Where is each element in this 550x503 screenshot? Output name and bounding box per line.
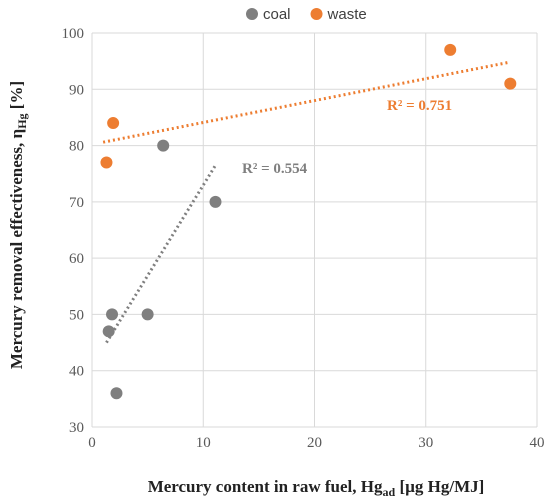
y-tick-label: 50 [69, 307, 84, 323]
coal-point [110, 387, 123, 400]
x-tick-label: 10 [196, 435, 211, 451]
coal-point [157, 139, 170, 152]
y-tick-label: 90 [69, 82, 84, 98]
coal-point [106, 308, 119, 321]
y-tick-label: 60 [69, 251, 84, 267]
waste-trendline [102, 60, 510, 144]
legend-label-waste: waste [327, 6, 367, 23]
legend: coal waste [246, 6, 367, 23]
waste-point [444, 43, 457, 56]
waste-point [107, 117, 120, 130]
coal-point [209, 195, 222, 208]
y-tick-label: 100 [62, 26, 85, 42]
trendlines [102, 60, 510, 344]
x-tick-label: 40 [530, 435, 545, 451]
legend-label-coal: coal [263, 6, 291, 23]
coal-trendline [105, 164, 217, 344]
y-axis-title: Mercury removal effectiveness, ηHg [%] [7, 81, 29, 369]
x-tick-label: 30 [418, 435, 433, 451]
coal-r2-label: R² = 0.554 [242, 161, 308, 177]
y-tick-label: 30 [69, 420, 84, 436]
waste-r2-label: R² = 0.751 [387, 98, 452, 114]
coal-point [141, 308, 154, 321]
waste-point [504, 77, 517, 90]
x-tick-label: 0 [88, 435, 96, 451]
legend-marker-waste [310, 8, 323, 20]
data-points [100, 43, 517, 400]
y-tick-label: 80 [69, 139, 84, 155]
legend-marker-coal [246, 8, 258, 20]
x-axis-title: Mercury content in raw fuel, Hgad [µg Hg… [148, 477, 485, 499]
gridlines [91, 32, 538, 428]
x-tick-label: 20 [307, 435, 322, 451]
waste-point [100, 156, 113, 169]
y-tick-label: 70 [69, 195, 84, 211]
r2-labels: R² = 0.554 R² = 0.751 [242, 98, 452, 177]
y-tick-label: 40 [69, 364, 84, 380]
coal-point [102, 325, 115, 338]
tick-labels: 0 10 20 30 40 30 40 50 60 70 80 90 100 [62, 26, 545, 451]
